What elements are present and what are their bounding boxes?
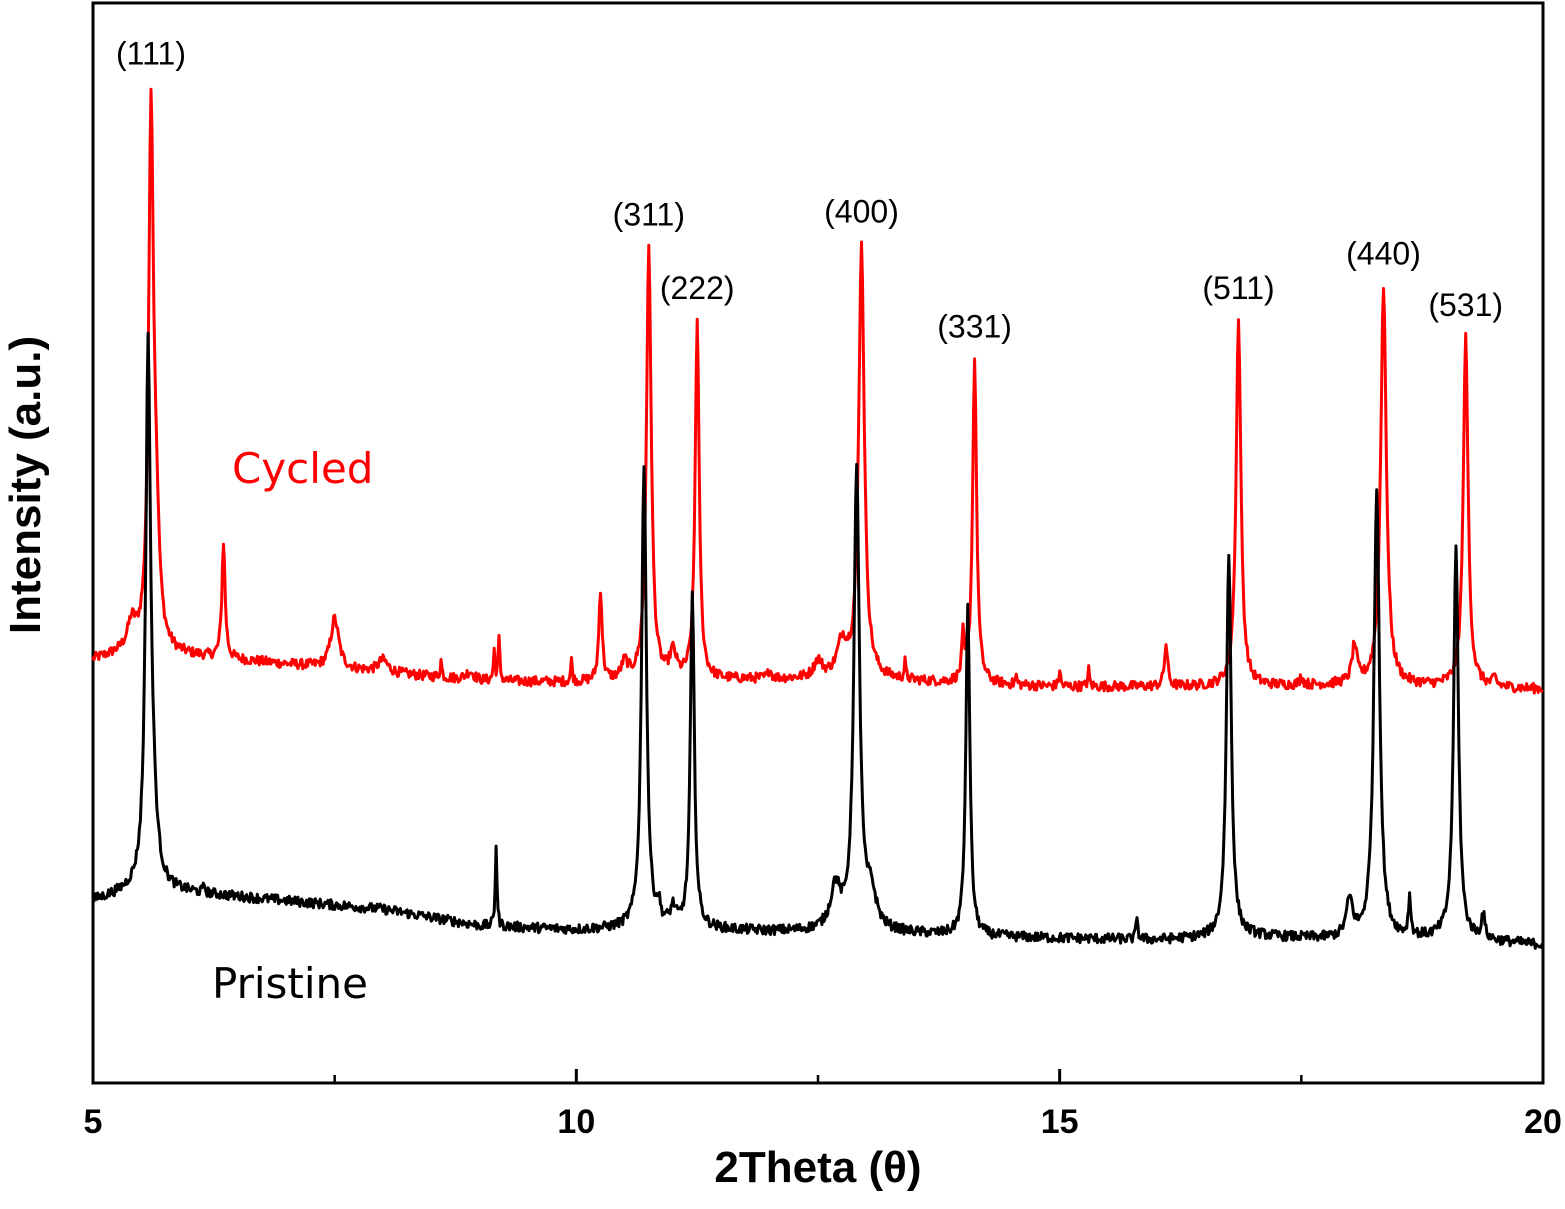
peak-label: (311) xyxy=(613,196,685,232)
series-line-pristine xyxy=(91,331,1545,950)
x-axis-title: 2Theta (θ) xyxy=(714,1143,921,1192)
x-tick-label: 10 xyxy=(557,1103,595,1141)
peak-label: (111) xyxy=(116,36,186,72)
x-axis-tick-labels: 5 10 15 20 xyxy=(84,1103,1562,1141)
x-tick-label: 15 xyxy=(1041,1103,1079,1141)
series-label-pristine: Pristine xyxy=(212,959,368,1008)
x-tick-label: 20 xyxy=(1524,1103,1562,1141)
peak-label: (222) xyxy=(660,270,735,306)
peak-label: (511) xyxy=(1202,270,1274,306)
peak-label: (440) xyxy=(1346,235,1421,271)
peak-label: (400) xyxy=(824,193,899,229)
y-axis-title: Intensity (a.u.) xyxy=(1,336,50,634)
series-label-cycled: Cycled xyxy=(232,444,373,493)
series-lines xyxy=(91,87,1545,950)
peak-label: (531) xyxy=(1428,287,1503,323)
peak-annotations: (111) (311) (222) (400) (331) (511) (440)(531) xyxy=(116,36,1503,345)
peak-label: (331) xyxy=(937,309,1012,345)
series-labels: Cycled Pristine xyxy=(212,444,373,1008)
series-line-cycled xyxy=(91,87,1544,695)
x-axis-ticks xyxy=(91,1069,1545,1083)
x-tick-label: 5 xyxy=(84,1103,103,1141)
